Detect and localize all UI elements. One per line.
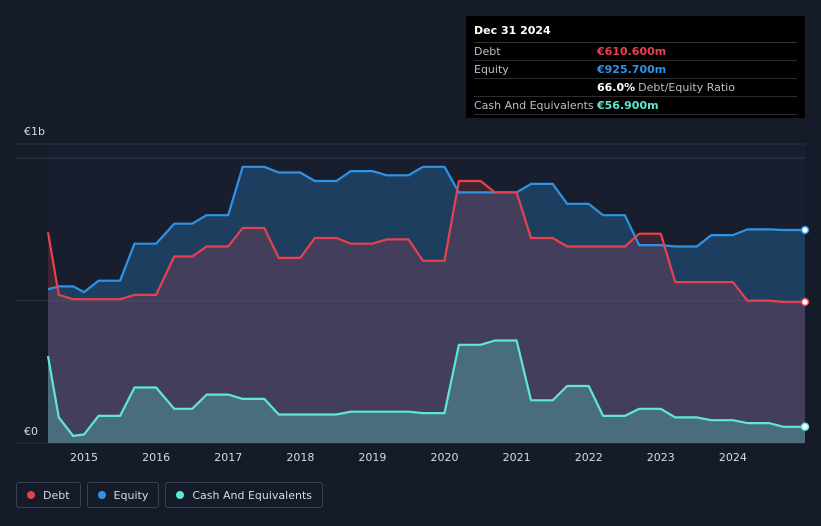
x-tick-label: 2020 (431, 451, 459, 464)
line-cash-and-equivalents (46, 339, 805, 437)
endpoint-cash-and-equivalents[interactable] (800, 422, 810, 432)
tooltip-row-equity: Equity €925.700m (474, 61, 797, 79)
x-tick-label: 2021 (503, 451, 531, 464)
grid-lines (16, 143, 805, 444)
legend-dot-icon (27, 491, 35, 499)
tooltip-value: €610.600m (597, 45, 667, 58)
x-tick-label: 2016 (142, 451, 170, 464)
tooltip-row-debt: Debt €610.600m (474, 43, 797, 61)
tooltip-label (474, 79, 597, 96)
tooltip-label: Cash And Equivalents (474, 99, 594, 112)
x-tick-label: 2022 (575, 451, 603, 464)
tooltip-row-cash: Cash And Equivalents €56.900m (474, 97, 797, 115)
plot-background (16, 144, 805, 443)
x-tick-label: 2019 (358, 451, 386, 464)
tooltip-label: Equity (474, 63, 509, 76)
tooltip-label: Debt (474, 45, 501, 58)
x-tick-label: 2023 (647, 451, 675, 464)
tooltip-suffix: Debt/Equity Ratio (638, 81, 735, 94)
legend-dot-icon (97, 491, 106, 499)
legend-label: Debt (43, 488, 70, 502)
legend-dot-icon (176, 491, 185, 499)
legend-item-debt[interactable]: Debt (16, 482, 81, 508)
x-tick-label: 2024 (719, 451, 747, 464)
tooltip-value: €56.900m (597, 99, 659, 112)
legend-label: Equity (113, 488, 149, 502)
legend-label: Cash And Equivalents (192, 488, 312, 502)
tooltip-row-ratio: 66.0% Debt/Equity Ratio (474, 79, 797, 97)
legend-item-cash[interactable]: Cash And Equivalents (165, 482, 323, 508)
x-tick-label: 2015 (70, 451, 98, 464)
legend-item-equity[interactable]: Equity (86, 482, 160, 508)
y-bottom-label: €0 (24, 425, 38, 438)
plot-history-band (16, 144, 48, 443)
legend: Debt Equity Cash And Equivalents (16, 482, 323, 508)
series-lines (46, 165, 805, 437)
series-endpoints (800, 225, 810, 432)
tooltip-date: Dec 31 2024 (474, 24, 797, 43)
area-cash-and-equivalents (48, 340, 805, 443)
endpoint-equity[interactable] (800, 225, 810, 235)
line-debt (46, 179, 805, 304)
tooltip-value: 66.0% (597, 81, 636, 94)
line-equity (47, 165, 805, 294)
x-tick-labels: 2015 2016 2017 2018 2019 2020 2021 2022 2023 2024 (70, 451, 747, 464)
y-top-label: €1b (24, 125, 45, 138)
x-tick-label: 2018 (286, 451, 314, 464)
tooltip-value: €925.700m (597, 63, 667, 76)
x-tick-label: 2017 (214, 451, 242, 464)
endpoint-debt[interactable] (800, 297, 810, 307)
tooltip-panel: Dec 31 2024 Debt €610.600m Equity €925.7… (466, 16, 805, 118)
